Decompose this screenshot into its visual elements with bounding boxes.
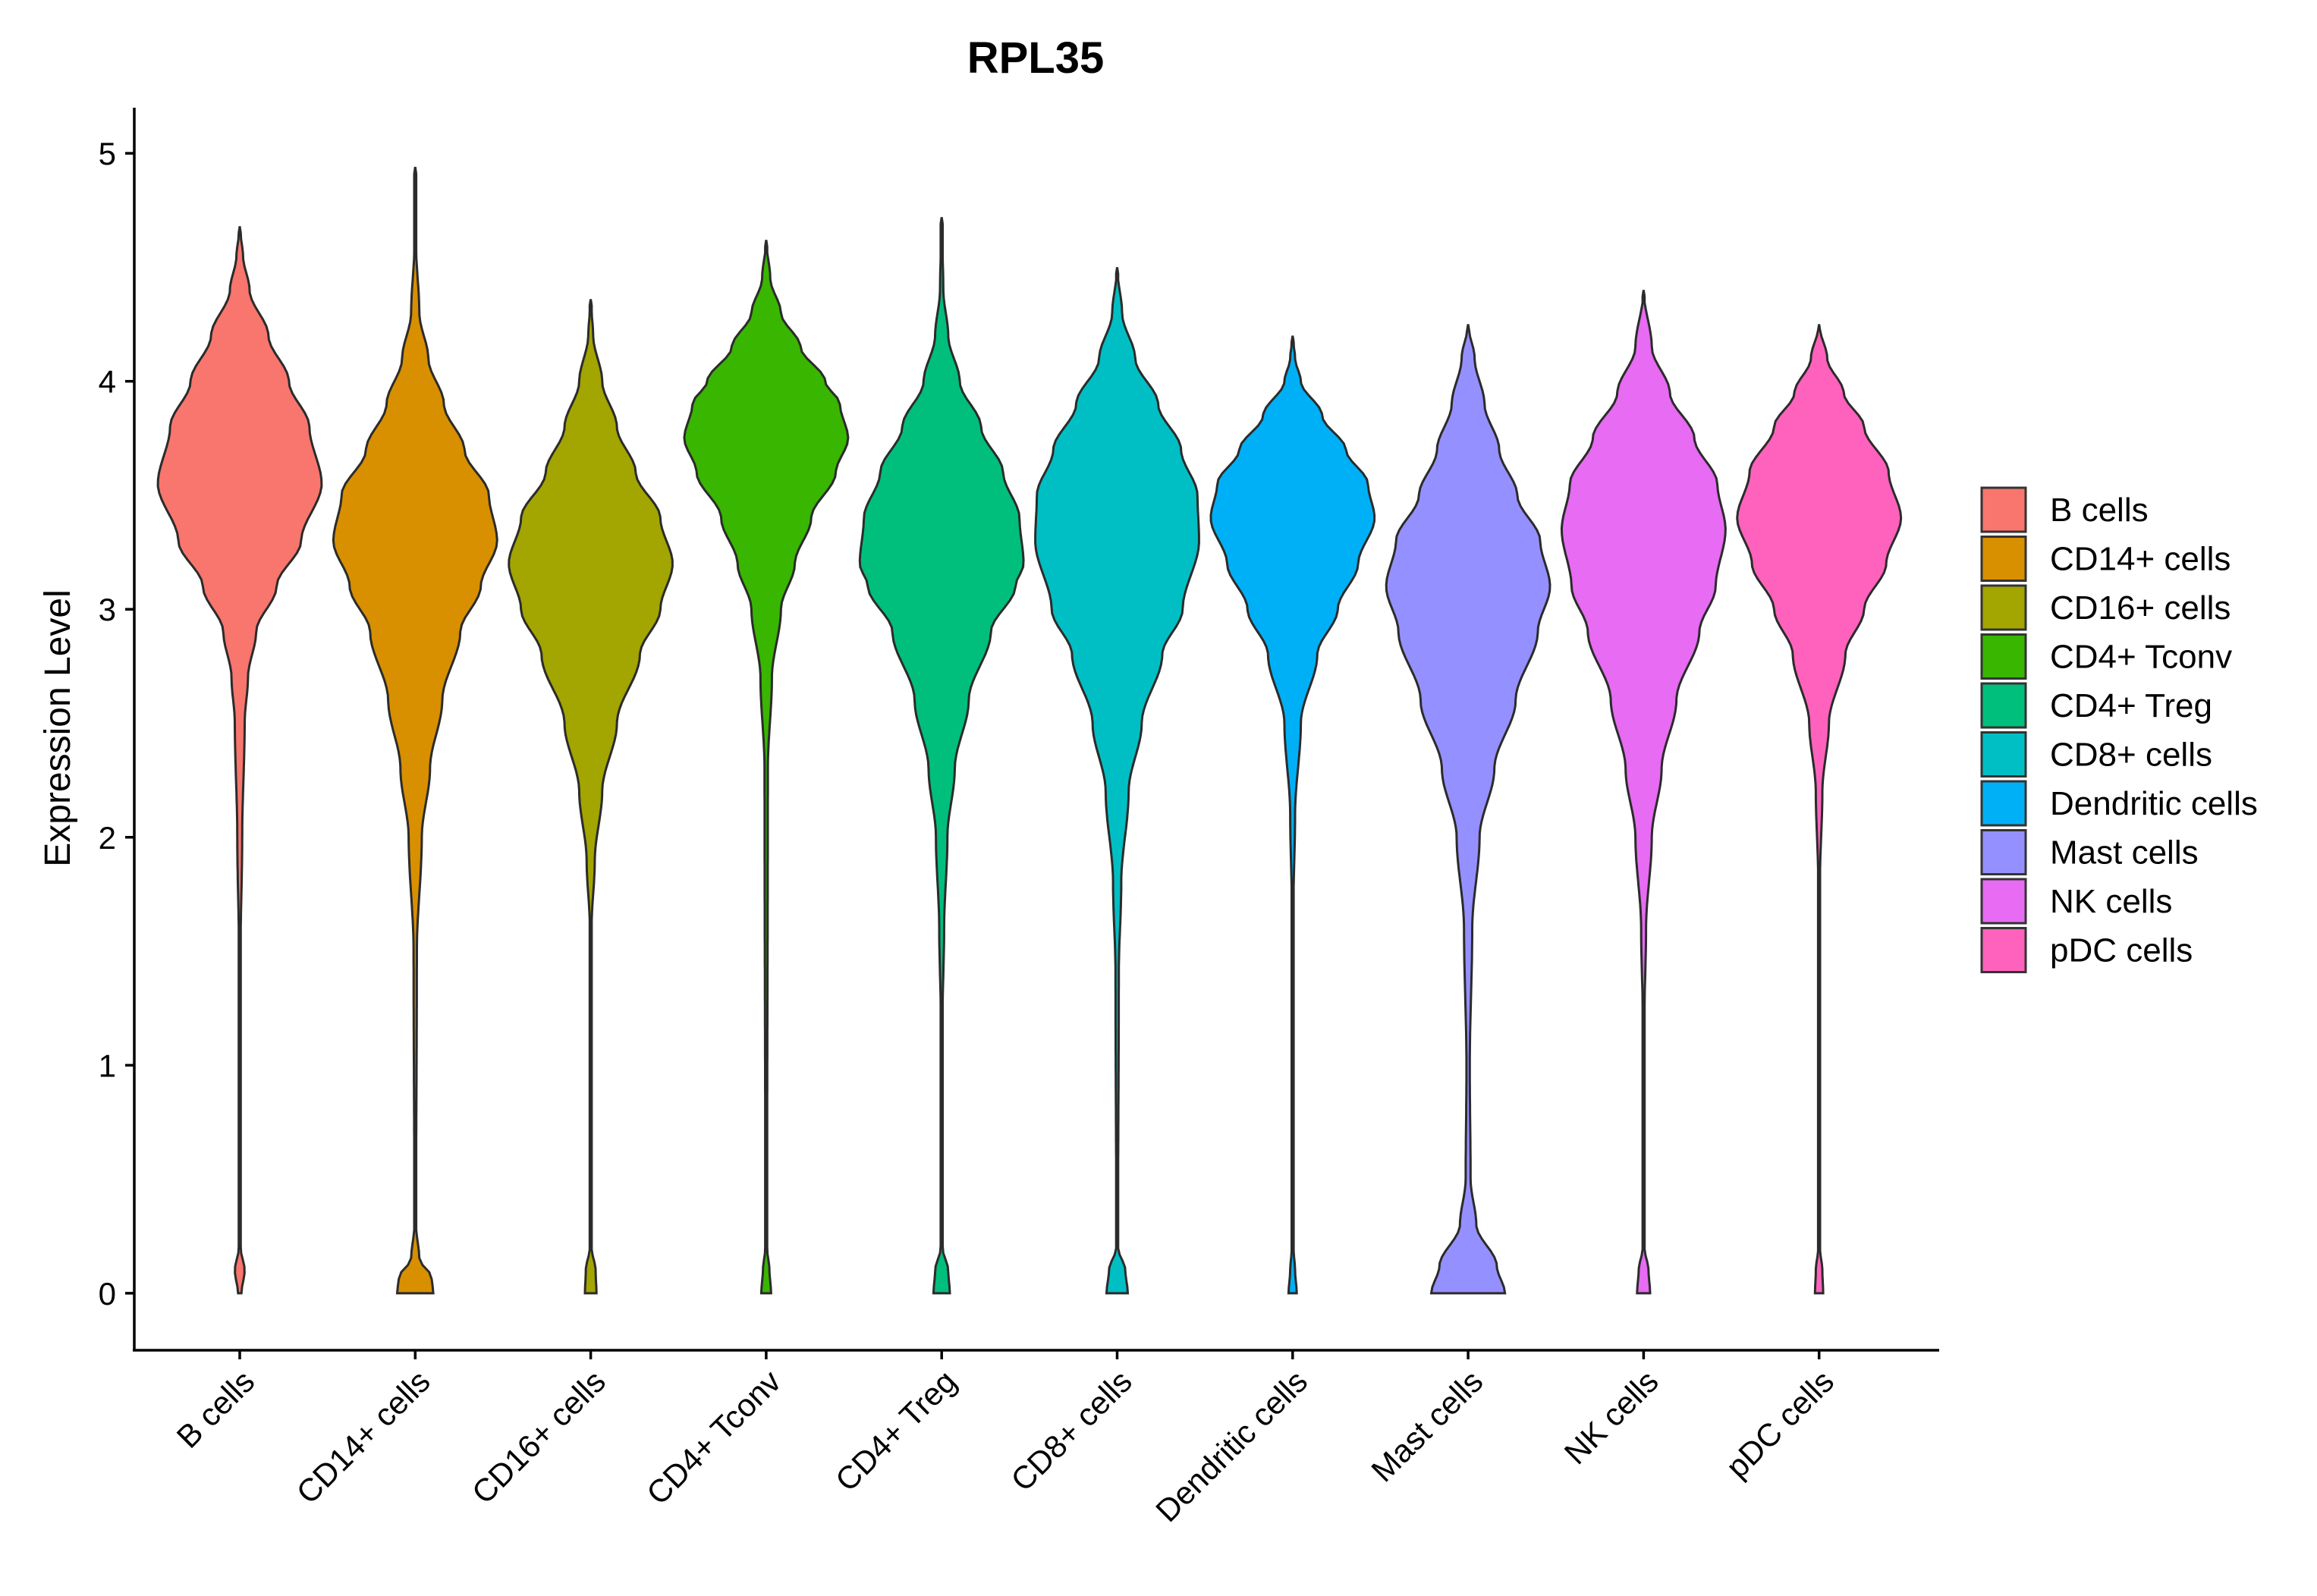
violin-mast-cells [1385,324,1551,1295]
legend-label-nk-cells: NK cells [2050,883,2172,920]
x-tick-label-cd8-plus-cells: CD8+ cells [1004,1363,1139,1498]
y-ticks-group: 0 1 2 3 4 5 [99,136,134,1312]
legend-key-pdc-cells [1980,927,2027,973]
legend-key-nk-cells [1980,878,2027,925]
x-tick-label-cd4-plus-tconv: CD4+ Tconv [640,1363,788,1511]
legend-key-cd8-plus-cells [1980,731,2027,778]
x-tick-label-cd16-plus-cells: CD16+ cells [465,1363,612,1510]
violin-cd4-plus-tconv [683,240,850,1295]
legend-label-b-cells: B cells [2050,492,2149,529]
y-tick-label-1: 1 [99,1048,116,1083]
violin-cd16-plus-cells [508,299,674,1295]
legend-key-b-cells [1980,486,2027,533]
legend-label-cd14-plus-cells: CD14+ cells [2050,541,2231,578]
x-tick-label-mast-cells: Mast cells [1364,1363,1489,1488]
legend-key-cd14-plus-cells [1980,536,2027,582]
violins-group [156,166,1903,1295]
y-tick-label-0: 0 [99,1276,116,1312]
violin-pdc-cells [1736,324,1903,1295]
x-tick-label-b-cells: B cells [170,1363,262,1455]
violin-cd8-plus-cells [1034,267,1200,1295]
x-tick-label-cd14-plus-cells: CD14+ cells [289,1363,436,1510]
y-tick-label-4: 4 [99,364,116,400]
legend-key-cd4-plus-tconv [1980,633,2027,680]
legend-label-cd4-plus-treg: CD4+ Treg [2050,687,2212,724]
y-tick-label-5: 5 [99,136,116,171]
x-tick-label-pdc-cells: pDC cells [1719,1363,1841,1484]
legend: B cells CD14+ cells CD16+ cells CD4+ Tconv C… [1980,486,2258,973]
legend-label-dendritic-cells: Dendritic cells [2050,785,2258,822]
violin-cd4-plus-treg [858,217,1025,1295]
legend-key-mast-cells [1980,829,2027,875]
legend-key-cd4-plus-treg [1980,682,2027,729]
violin-nk-cells [1560,290,1727,1295]
violin-cd14-plus-cells [332,166,498,1295]
legend-key-dendritic-cells [1980,780,2027,827]
x-tick-label-nk-cells: NK cells [1558,1363,1665,1471]
x-tick-label-cd4-plus-treg: CD4+ Treg [828,1363,964,1498]
violin-dendritic-cells [1209,335,1376,1295]
x-tick-label-dendritic-cells: Dendritic cells [1149,1363,1314,1528]
legend-label-cd16-plus-cells: CD16+ cells [2050,589,2231,627]
y-tick-label-3: 3 [99,592,116,627]
legend-key-cd16-plus-cells [1980,584,2027,631]
violin-b-cells [156,226,323,1295]
legend-label-pdc-cells: pDC cells [2050,932,2193,969]
x-ticks-group: B cells CD14+ cells CD16+ cells CD4+ Tconv C… [170,1350,1841,1528]
legend-label-cd8-plus-cells: CD8+ cells [2050,737,2212,774]
legend-label-cd4-plus-tconv: CD4+ Tconv [2050,639,2232,676]
y-axis-label: Expression Level [38,589,78,867]
legend-label-mast-cells: Mast cells [2050,834,2199,872]
y-tick-label-2: 2 [99,820,116,856]
chart-title: RPL35 [967,33,1105,83]
